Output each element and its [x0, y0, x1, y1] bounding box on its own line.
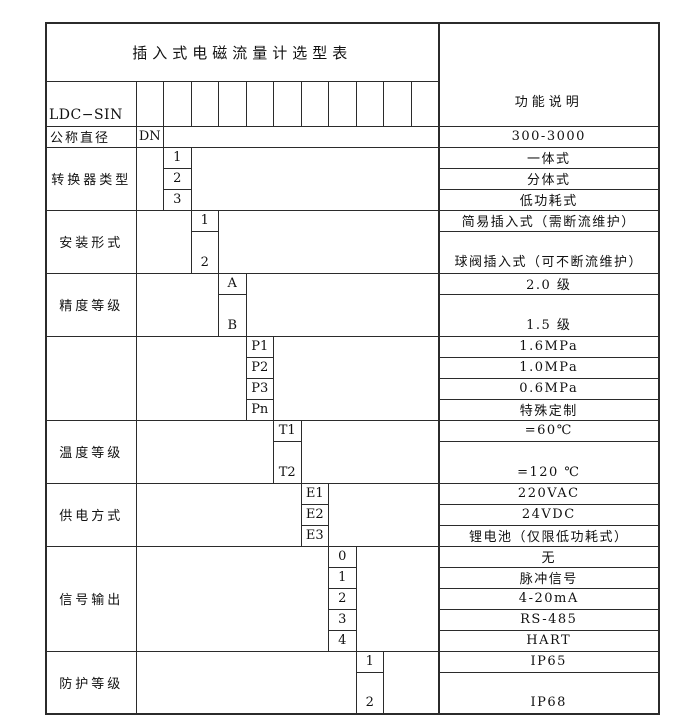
code-box — [300, 80, 329, 127]
empty-gap — [135, 545, 329, 652]
code-box — [355, 80, 384, 127]
model-prefix: LDC−SIN — [45, 80, 137, 127]
desc-cell: RS-485 — [437, 608, 660, 631]
code-box — [383, 80, 412, 127]
code-cell: 2 — [328, 587, 357, 610]
desc-cell: IP65 — [437, 650, 660, 673]
desc-cell: 一体式 — [437, 146, 660, 169]
section-label-converter-type: 转换器类型 — [45, 146, 137, 211]
empty-gap — [135, 272, 219, 337]
code-cell: P3 — [245, 377, 274, 400]
desc-cell: 220VAC — [437, 482, 660, 505]
empty-gap — [135, 335, 247, 421]
empty-gap — [190, 146, 440, 211]
desc-cell: 24VDC — [437, 503, 660, 526]
empty-gap — [355, 545, 440, 652]
code-box — [190, 80, 219, 127]
desc-cell: 4-20mA — [437, 587, 660, 610]
code-cell: E3 — [300, 524, 329, 547]
desc-cell: 1.6MPa — [437, 335, 660, 358]
code-cell: E2 — [300, 503, 329, 526]
desc-cell: HART — [437, 629, 660, 652]
desc-cell: 1.5 级 — [437, 293, 660, 337]
desc-cell: 无 — [437, 545, 660, 568]
code-cell: P2 — [245, 356, 274, 379]
code-cell: 3 — [163, 188, 192, 211]
empty-gap — [300, 419, 440, 484]
code-box — [410, 80, 440, 127]
code-cell: 3 — [328, 608, 357, 631]
code-cell: 2 — [355, 671, 384, 715]
section-label-power-supply: 供电方式 — [45, 482, 137, 547]
code-cell: 2 — [190, 230, 219, 274]
empty-gap — [272, 335, 440, 421]
section-label-temperature-class: 温度等级 — [45, 419, 137, 484]
code-cell: B — [218, 293, 247, 337]
code-cell: 1 — [190, 209, 219, 232]
desc-cell: 0.6MPa — [437, 377, 660, 400]
desc-cell: 分体式 — [437, 167, 660, 190]
code-cell: 2 — [163, 167, 192, 190]
desc-cell: 球阀插入式（可不断流维护） — [437, 230, 660, 274]
code-box — [135, 80, 164, 127]
desc-cell: 简易插入式（需断流维护） — [437, 209, 660, 232]
code-cell: Pn — [245, 398, 274, 421]
desc-cell: 2.0 级 — [437, 272, 660, 295]
section-label-accuracy-class: 精度等级 — [45, 272, 137, 337]
code-box — [328, 80, 357, 127]
code-cell: A — [218, 272, 247, 295]
code-cell: T1 — [273, 419, 302, 442]
selection-table: 插入式电磁流量计选型表 功能说明 LDC−SIN 公称直径 DN 300-300… — [45, 22, 660, 715]
section-label-nominal-diameter: 公称直径 — [45, 125, 137, 148]
code-box — [218, 80, 247, 127]
section-label-pressure — [45, 335, 137, 421]
code-cell: P1 — [245, 335, 274, 358]
empty-gap — [217, 209, 440, 274]
code-cell: DN — [135, 125, 164, 148]
code-cell: 4 — [328, 629, 357, 652]
empty-gap — [135, 419, 274, 484]
desc-cell: 特殊定制 — [437, 398, 660, 421]
desc-cell: 1.0MPa — [437, 356, 660, 379]
empty-gap — [327, 482, 440, 547]
empty-gap — [135, 482, 302, 547]
section-label-protection-class: 防护等级 — [45, 650, 137, 715]
function-description-header: 功能说明 — [437, 22, 660, 127]
desc-cell: 低功耗式 — [437, 188, 660, 211]
code-cell: T2 — [273, 440, 302, 484]
empty-gap — [382, 650, 440, 715]
desc-cell: 脉冲信号 — [437, 566, 660, 589]
desc-cell: IP68 — [437, 671, 660, 715]
table-title: 插入式电磁流量计选型表 — [45, 22, 440, 82]
empty-gap — [245, 272, 440, 337]
code-box — [273, 80, 302, 127]
code-box — [163, 80, 192, 127]
desc-cell: =120 ℃ — [437, 440, 660, 484]
empty-gap — [135, 146, 164, 211]
empty-gap — [162, 125, 440, 148]
code-cell: 1 — [355, 650, 384, 673]
code-cell: E1 — [300, 482, 329, 505]
empty-gap — [135, 209, 192, 274]
section-label-signal-output: 信号输出 — [45, 545, 137, 652]
desc-cell: 300-3000 — [437, 125, 660, 148]
code-cell: 0 — [328, 545, 357, 568]
code-box — [245, 80, 274, 127]
desc-cell: =60℃ — [437, 419, 660, 442]
empty-gap — [135, 650, 357, 715]
desc-cell: 锂电池（仅限低功耗式） — [437, 524, 660, 547]
code-cell: 1 — [328, 566, 357, 589]
section-label-installation-form: 安装形式 — [45, 209, 137, 274]
code-cell: 1 — [163, 146, 192, 169]
